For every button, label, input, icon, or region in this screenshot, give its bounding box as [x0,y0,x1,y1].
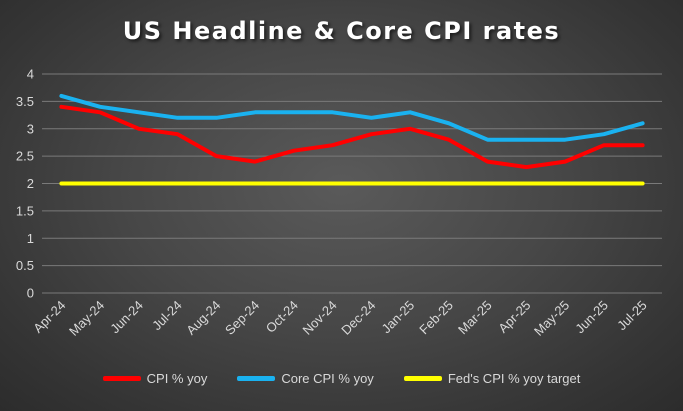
x-tick-label: Feb-25 [416,298,456,338]
legend-label: Core CPI % yoy [281,371,374,386]
core-cpi-series-line [59,93,645,142]
y-tick-label: 3 [27,121,34,136]
legend-item: CPI % yoy [102,371,208,386]
x-tick-label: Apr-24 [30,298,68,336]
series-lines [59,93,645,186]
x-tick-label: May-24 [66,298,107,339]
y-tick-label: 4 [27,67,34,82]
legend-label: CPI % yoy [146,371,208,386]
x-tick-label: Oct-24 [263,298,301,336]
x-tick-label: May-25 [531,298,572,339]
x-tick-label: Nov-24 [299,298,339,338]
x-tick-label: Jul-24 [149,298,185,334]
y-tick-label: 0.5 [16,258,34,273]
y-tick-label: 2 [27,176,34,191]
core-cpi-legend-swatch [237,376,276,381]
y-tick-label: 1 [27,231,34,246]
x-tick-label: Jun-24 [107,298,146,337]
fed-target-legend-swatch [403,376,442,381]
y-tick-label: 1.5 [16,203,34,218]
y-tick-label: 2.5 [16,149,34,164]
legend: CPI % yoy Core CPI % yoy Fed's CPI % yoy t… [0,371,683,386]
x-tick-label: Dec-24 [338,298,378,338]
y-tick-label: 0 [27,286,34,301]
legend-label: Fed's CPI % yoy target [447,371,581,386]
cpi-legend-swatch [102,376,141,381]
x-tick-label: Sep-24 [222,298,262,338]
chart-title: US Headline & Core CPI rates [122,17,561,45]
gridlines [42,73,662,294]
legend-item: Fed's CPI % yoy target [403,371,581,386]
x-tick-label: Jun-25 [572,298,611,337]
x-tick-label: Jan-25 [379,298,418,337]
y-tick-label: 3.5 [16,94,34,109]
y-axis-ticks: 0 0.5 1 1.5 2 2.5 3 3.5 4 [16,67,34,301]
x-tick-label: Aug-24 [183,298,223,338]
x-tick-label: Apr-25 [495,298,533,336]
x-tick-label: Jul-25 [614,298,650,334]
legend-item: Core CPI % yoy [237,371,374,386]
cpi-series-line [59,104,645,170]
x-tick-label: Mar-25 [455,298,495,338]
